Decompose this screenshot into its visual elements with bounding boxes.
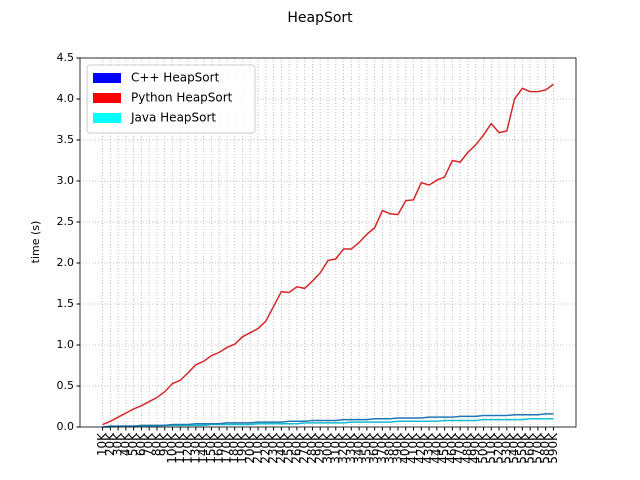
x-tick-label: 10K <box>95 432 109 456</box>
x-tick-label: 250K <box>282 432 296 464</box>
x-tick-label: 100K <box>165 432 179 464</box>
x-tick-label: 130K <box>188 432 202 464</box>
x-tick-label: 380K <box>383 432 397 464</box>
x-tick-label: 300K <box>321 432 335 464</box>
line <box>102 413 554 428</box>
x-tick-label: 160K <box>212 432 226 464</box>
y-axis-label: time (s) <box>29 221 42 264</box>
y-tick-label: 1.5 <box>57 297 75 310</box>
x-tick-label: 60K <box>134 432 148 456</box>
x-tick-label: 80K <box>149 432 163 456</box>
x-tick-label: 350K <box>359 432 373 464</box>
x-tick-label: 120K <box>181 432 195 464</box>
x-tick-label: 270K <box>297 432 311 464</box>
x-tick-label: 110K <box>173 432 187 464</box>
line <box>102 83 554 426</box>
x-tick-label: 410K <box>406 432 420 464</box>
x-tick-label: 510K <box>484 432 498 464</box>
x-tick-label: 420K <box>414 432 428 464</box>
x-tick-label: 440K <box>429 432 443 464</box>
x-tick-label: 320K <box>336 432 350 464</box>
x-tick-label: 260K <box>289 432 303 464</box>
y-tick-label: 4.0 <box>57 92 75 105</box>
x-tick-label: 290K <box>313 432 327 464</box>
x-tick-label: 30K <box>111 432 125 456</box>
plot-frame <box>79 57 577 428</box>
x-tick-label: 170K <box>219 432 233 464</box>
x-tick-label: 220K <box>258 432 272 464</box>
line <box>102 418 554 428</box>
x-tick-label: 480K <box>460 432 474 464</box>
legend-label: Java HeapSort <box>130 111 216 125</box>
x-tick-label: 210K <box>251 432 265 464</box>
x-tick-label: 140K <box>196 432 210 464</box>
x-tick-label: 180K <box>227 432 241 464</box>
x-tick-label: 20K <box>103 432 117 456</box>
y-tick-label: 0.5 <box>57 379 75 392</box>
x-tick-label: 560K <box>523 432 537 464</box>
x-tick-label: 500K <box>476 432 490 464</box>
x-tick-label: 400K <box>398 432 412 464</box>
legend-label: Python HeapSort <box>131 91 233 105</box>
y-tick-label: 2.5 <box>57 215 75 228</box>
x-tick-label: 550K <box>515 432 529 464</box>
y-tick-label: 3.0 <box>57 174 75 187</box>
x-tick-label: 310K <box>328 432 342 464</box>
x-tick-label: 390K <box>390 432 404 464</box>
legend: C++ HeapSort Python HeapSort Java HeapSort <box>86 64 256 134</box>
x-tick-label: 590K <box>546 432 560 464</box>
y-tick-label: 2.0 <box>57 256 75 269</box>
y-tick-label: 4.5 <box>57 51 75 64</box>
x-tick-label: 190K <box>235 432 249 464</box>
x-tick-label: 490K <box>468 432 482 464</box>
x-tick-label: 280K <box>305 432 319 464</box>
legend-swatch <box>93 113 121 123</box>
legend-swatch <box>93 93 121 103</box>
x-tick-label: 460K <box>445 432 459 464</box>
x-tick-label: 360K <box>367 432 381 464</box>
x-tick-label: 230K <box>266 432 280 464</box>
y-tick-label: 0.0 <box>57 420 75 433</box>
x-tick-label: 40K <box>118 432 132 456</box>
x-tick-label: 430K <box>422 432 436 464</box>
x-tick-label: 570K <box>530 432 544 464</box>
chart-title: HeapSort <box>287 10 353 26</box>
x-tick-label: 540K <box>507 432 521 464</box>
x-tick-label: 450K <box>437 432 451 464</box>
x-tick-label: 580K <box>538 432 552 464</box>
y-tick-label: 3.5 <box>57 133 75 146</box>
legend-label: C++ HeapSort <box>131 71 220 85</box>
legend-swatch <box>93 73 121 83</box>
x-tick-label: 530K <box>499 432 513 464</box>
x-tick-label: 50K <box>126 432 140 456</box>
x-tick-label: 370K <box>375 432 389 464</box>
x-tick-label: 150K <box>204 432 218 464</box>
x-tick-label: 70K <box>142 432 156 456</box>
x-tick-label: 240K <box>274 432 288 464</box>
x-tick-label: 200K <box>243 432 257 464</box>
x-tick-label: 90K <box>157 432 171 456</box>
x-tick-label: 340K <box>352 432 366 464</box>
x-tick-label: 470K <box>453 432 467 464</box>
y-tick-label: 1.0 <box>57 338 75 351</box>
legend-box <box>86 64 256 134</box>
x-tick-label: 330K <box>344 432 358 464</box>
x-tick-label: 520K <box>492 432 506 464</box>
